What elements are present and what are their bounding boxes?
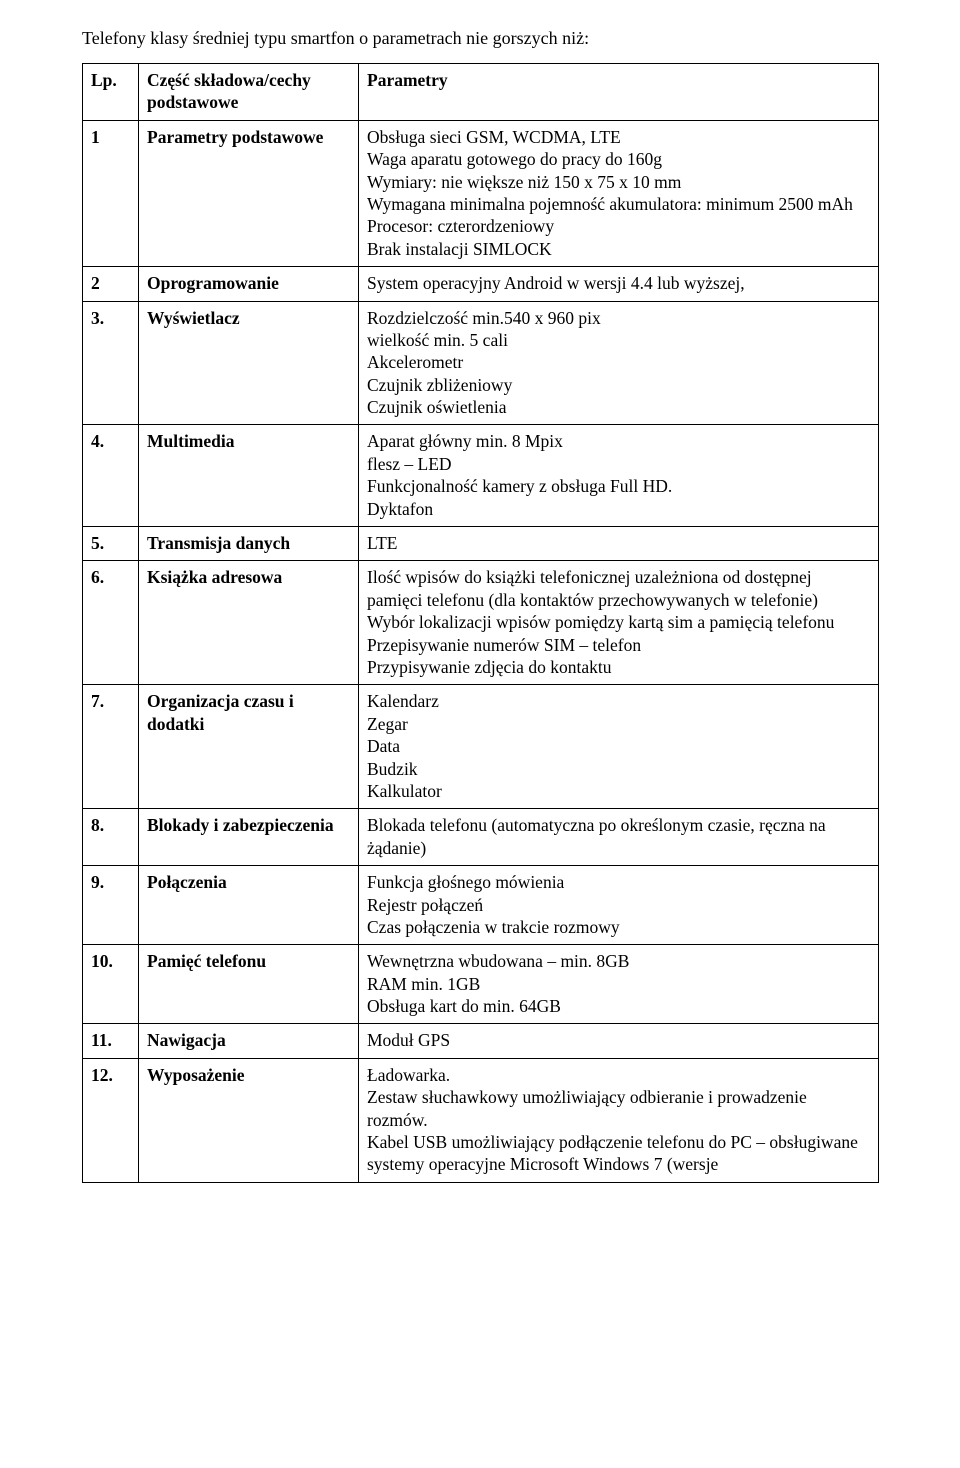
document-page: Telefony klasy średniej typu smartfon o … xyxy=(0,0,960,1183)
param-line: LTE xyxy=(367,532,870,554)
header-param: Parametry xyxy=(359,64,879,121)
param-line: Procesor: czterordzeniowy xyxy=(367,215,870,237)
param-line: RAM min. 1GB xyxy=(367,973,870,995)
param-line: Przypisywanie zdjęcia do kontaktu xyxy=(367,656,870,678)
table-row: 2Oprogramowanie System operacyjny Android… xyxy=(83,267,879,301)
cell-parameters: Ładowarka.Zestaw słuchawkowy umożliwiają… xyxy=(359,1058,879,1182)
cell-parameters: KalendarzZegarDataBudzikKalkulator xyxy=(359,685,879,809)
param-line: Funkcja głośnego mówienia xyxy=(367,871,870,893)
param-line: Kalendarz xyxy=(367,690,870,712)
cell-component: Pamięć telefonu xyxy=(139,945,359,1024)
param-line: Moduł GPS xyxy=(367,1029,870,1051)
table-row: 3.WyświetlaczRozdzielczość min.540 x 960… xyxy=(83,301,879,425)
table-row: 11.Nawigacja Moduł GPS xyxy=(83,1024,879,1058)
param-line: Czas połączenia w trakcie rozmowy xyxy=(367,916,870,938)
table-row: 8.Blokady i zabezpieczeniaBlokada telefo… xyxy=(83,809,879,866)
param-line: Wymiary: nie większe niż 150 x 75 x 10 m… xyxy=(367,171,870,193)
cell-component: Organizacja czasu i dodatki xyxy=(139,685,359,809)
param-line: flesz – LED xyxy=(367,453,870,475)
param-line: Ilość wpisów do książki telefonicznej uz… xyxy=(367,566,870,611)
header-comp: Część składowa/cechy podstawowe xyxy=(139,64,359,121)
param-line: Czujnik oświetlenia xyxy=(367,396,870,418)
param-line: Wybór lokalizacji wpisów pomiędzy kartą … xyxy=(367,611,870,633)
cell-parameters: Blokada telefonu (automatyczna po określ… xyxy=(359,809,879,866)
cell-lp: 11. xyxy=(83,1024,139,1058)
page-title: Telefony klasy średniej typu smartfon o … xyxy=(82,28,878,49)
table-row: 12.WyposażenieŁadowarka.Zestaw słuchawko… xyxy=(83,1058,879,1182)
table-header-row: Lp. Część składowa/cechy podstawowe Para… xyxy=(83,64,879,121)
param-line: Czujnik zbliżeniowy xyxy=(367,374,870,396)
param-line: Rejestr połączeń xyxy=(367,894,870,916)
param-line: Wewnętrzna wbudowana – min. 8GB xyxy=(367,950,870,972)
cell-component: Wyświetlacz xyxy=(139,301,359,425)
table-row: 5.Transmisja danych LTE xyxy=(83,527,879,561)
param-line: Kalkulator xyxy=(367,780,870,802)
cell-component: Wyposażenie xyxy=(139,1058,359,1182)
table-row: 7.Organizacja czasu i dodatkiKalendarzZe… xyxy=(83,685,879,809)
param-line: Data xyxy=(367,735,870,757)
param-line: Brak instalacji SIMLOCK xyxy=(367,238,870,260)
cell-lp: 10. xyxy=(83,945,139,1024)
param-line: Obsługa sieci GSM, WCDMA, LTE xyxy=(367,126,870,148)
cell-parameters: Rozdzielczość min.540 x 960 pixwielkość … xyxy=(359,301,879,425)
param-line: Kabel USB umożliwiający podłączenie tele… xyxy=(367,1131,870,1176)
table-row: 4.MultimediaAparat główny min. 8 Mpixfle… xyxy=(83,425,879,527)
cell-lp: 9. xyxy=(83,866,139,945)
param-line: Funkcjonalność kamery z obsługa Full HD. xyxy=(367,475,870,497)
param-line: Zestaw słuchawkowy umożliwiający odbiera… xyxy=(367,1086,870,1131)
param-line: Akcelerometr xyxy=(367,351,870,373)
table-row: 10.Pamięć telefonuWewnętrzna wbudowana –… xyxy=(83,945,879,1024)
cell-component: Nawigacja xyxy=(139,1024,359,1058)
cell-component: Parametry podstawowe xyxy=(139,120,359,266)
cell-lp: 8. xyxy=(83,809,139,866)
param-line: Zegar xyxy=(367,713,870,735)
cell-component: Multimedia xyxy=(139,425,359,527)
cell-component: Oprogramowanie xyxy=(139,267,359,301)
cell-lp: 5. xyxy=(83,527,139,561)
cell-lp: 3. xyxy=(83,301,139,425)
table-row: 6.Książka adresowaIlość wpisów do książk… xyxy=(83,561,879,685)
cell-parameters: Obsługa sieci GSM, WCDMA, LTEWaga aparat… xyxy=(359,120,879,266)
cell-lp: 4. xyxy=(83,425,139,527)
cell-component: Blokady i zabezpieczenia xyxy=(139,809,359,866)
cell-component: Książka adresowa xyxy=(139,561,359,685)
param-line: Waga aparatu gotowego do pracy do 160g xyxy=(367,148,870,170)
param-line: Aparat główny min. 8 Mpix xyxy=(367,430,870,452)
cell-parameters: System operacyjny Android w wersji 4.4 l… xyxy=(359,267,879,301)
cell-parameters: Funkcja głośnego mówieniaRejestr połącze… xyxy=(359,866,879,945)
param-line: Wymagana minimalna pojemność akumulatora… xyxy=(367,193,870,215)
cell-component: Transmisja danych xyxy=(139,527,359,561)
param-line: System operacyjny Android w wersji 4.4 l… xyxy=(367,272,870,294)
cell-parameters: Aparat główny min. 8 Mpixflesz – LEDFunk… xyxy=(359,425,879,527)
param-line: Ładowarka. xyxy=(367,1064,870,1086)
param-line: Blokada telefonu (automatyczna po określ… xyxy=(367,814,870,859)
cell-component: Połączenia xyxy=(139,866,359,945)
table-row: 9.PołączeniaFunkcja głośnego mówieniaRej… xyxy=(83,866,879,945)
cell-parameters: Wewnętrzna wbudowana – min. 8GBRAM min. … xyxy=(359,945,879,1024)
spec-table: Lp. Część składowa/cechy podstawowe Para… xyxy=(82,63,879,1183)
param-line: Dyktafon xyxy=(367,498,870,520)
cell-lp: 6. xyxy=(83,561,139,685)
param-line: Budzik xyxy=(367,758,870,780)
param-line: Obsługa kart do min. 64GB xyxy=(367,995,870,1017)
cell-lp: 2 xyxy=(83,267,139,301)
cell-parameters: LTE xyxy=(359,527,879,561)
cell-parameters: Moduł GPS xyxy=(359,1024,879,1058)
cell-lp: 1 xyxy=(83,120,139,266)
header-lp: Lp. xyxy=(83,64,139,121)
cell-lp: 7. xyxy=(83,685,139,809)
param-line: Przepisywanie numerów SIM – telefon xyxy=(367,634,870,656)
cell-parameters: Ilość wpisów do książki telefonicznej uz… xyxy=(359,561,879,685)
param-line: wielkość min. 5 cali xyxy=(367,329,870,351)
cell-lp: 12. xyxy=(83,1058,139,1182)
table-row: 1Parametry podstawoweObsługa sieci GSM, … xyxy=(83,120,879,266)
param-line: Rozdzielczość min.540 x 960 pix xyxy=(367,307,870,329)
